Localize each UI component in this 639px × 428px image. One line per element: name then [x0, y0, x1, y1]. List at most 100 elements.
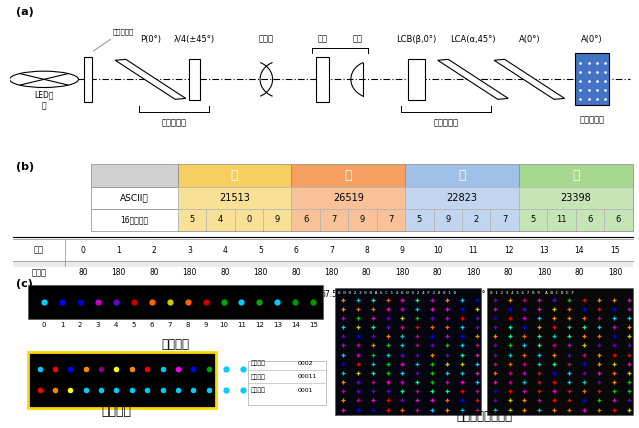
Text: 0: 0	[42, 322, 46, 328]
Text: 学: 学	[572, 169, 580, 182]
Text: 样品: 样品	[318, 35, 328, 44]
Bar	[385, 283, 420, 306]
Text: 2: 2	[78, 322, 82, 328]
Bar	[278, 239, 314, 262]
Bar	[349, 283, 385, 306]
Text: 0 1 2 3 4 5 6 7 8 9  A B C D E F: 0 1 2 3 4 5 6 7 8 9 A B C D E F	[490, 291, 574, 295]
Bar	[136, 283, 172, 306]
Text: 22.5°: 22.5°	[144, 290, 164, 299]
Text: 1: 1	[116, 246, 121, 255]
Text: 00011: 00011	[298, 374, 317, 379]
Text: 13: 13	[539, 246, 549, 255]
Bar	[13, 283, 65, 306]
Text: 90°: 90°	[360, 290, 374, 299]
Bar	[65, 262, 101, 283]
Bar	[91, 209, 178, 231]
Text: 9: 9	[275, 215, 280, 224]
Bar	[562, 262, 597, 283]
Bar	[291, 209, 320, 231]
Text: LCB(β,0°): LCB(β,0°)	[397, 35, 436, 44]
Text: 吉: 吉	[231, 169, 238, 182]
Bar	[206, 209, 235, 231]
Bar	[405, 187, 519, 209]
Text: A(0°): A(0°)	[581, 35, 603, 44]
Text: 180: 180	[608, 268, 622, 277]
Text: 80: 80	[291, 268, 301, 277]
Polygon shape	[494, 59, 565, 99]
Text: 167.5°: 167.5°	[602, 290, 627, 299]
Text: 大: 大	[458, 169, 466, 182]
Text: 45°: 45°	[254, 290, 267, 299]
Bar	[65, 283, 101, 306]
Text: 80: 80	[79, 268, 88, 277]
Text: 7: 7	[502, 215, 507, 224]
Text: (b): (b)	[16, 162, 34, 172]
Text: 80: 80	[362, 268, 372, 277]
Bar	[207, 262, 243, 283]
Bar	[291, 164, 405, 187]
Bar	[291, 209, 320, 231]
Bar	[597, 262, 633, 283]
Text: 4: 4	[222, 246, 227, 255]
Bar	[405, 164, 519, 187]
Text: 180: 180	[111, 268, 126, 277]
Bar	[316, 57, 329, 101]
Bar	[519, 209, 548, 231]
Text: 0002: 0002	[298, 361, 313, 366]
Bar	[263, 209, 291, 231]
Bar	[235, 209, 263, 231]
Text: 7: 7	[167, 322, 172, 328]
Bar	[548, 209, 576, 231]
Bar	[491, 262, 527, 283]
Text: 椭圆分析仪: 椭圆分析仪	[433, 118, 458, 127]
Bar	[172, 262, 207, 283]
Bar	[574, 54, 609, 105]
Text: 2: 2	[473, 215, 479, 224]
Bar	[320, 209, 348, 231]
Text: 数据末尾: 数据末尾	[250, 387, 266, 393]
Text: (c): (c)	[16, 279, 33, 289]
Text: 15: 15	[309, 322, 318, 328]
Text: 8: 8	[364, 246, 369, 255]
Text: 9: 9	[445, 215, 450, 224]
Bar	[207, 283, 243, 306]
Bar	[178, 209, 206, 231]
Bar	[434, 209, 462, 231]
Text: 5: 5	[417, 215, 422, 224]
Text: 21513: 21513	[219, 193, 250, 203]
Text: 5: 5	[189, 215, 194, 224]
Bar	[320, 209, 348, 231]
Text: 4: 4	[114, 322, 118, 328]
Bar	[420, 283, 456, 306]
Text: 5: 5	[530, 215, 535, 224]
Text: 180: 180	[324, 268, 339, 277]
Bar	[527, 283, 562, 306]
Text: 0001: 0001	[298, 388, 313, 393]
Bar	[65, 239, 101, 262]
Text: 6: 6	[293, 246, 298, 255]
Bar	[562, 239, 597, 262]
Bar	[491, 283, 527, 306]
Text: 6: 6	[616, 215, 621, 224]
Bar	[91, 187, 178, 209]
Text: (a): (a)	[16, 6, 34, 17]
Text: 14: 14	[291, 322, 300, 328]
Text: 6: 6	[303, 215, 309, 224]
Text: LED光
源: LED光 源	[35, 90, 54, 110]
Text: 7: 7	[389, 215, 394, 224]
Bar	[385, 239, 420, 262]
Text: 林: 林	[344, 169, 352, 182]
Text: 45°: 45°	[218, 290, 232, 299]
Bar	[597, 283, 633, 306]
Text: 11: 11	[468, 246, 478, 255]
Text: 16进制编码: 16进制编码	[120, 215, 148, 224]
Text: 90°: 90°	[396, 290, 409, 299]
Bar	[462, 209, 491, 231]
Bar	[314, 283, 349, 306]
Bar	[377, 209, 405, 231]
Text: 10: 10	[433, 246, 442, 255]
Text: 参考数据: 参考数据	[162, 338, 190, 351]
Text: 每段末尾: 每段末尾	[250, 374, 266, 380]
Text: 26519: 26519	[333, 193, 364, 203]
Polygon shape	[115, 59, 186, 99]
